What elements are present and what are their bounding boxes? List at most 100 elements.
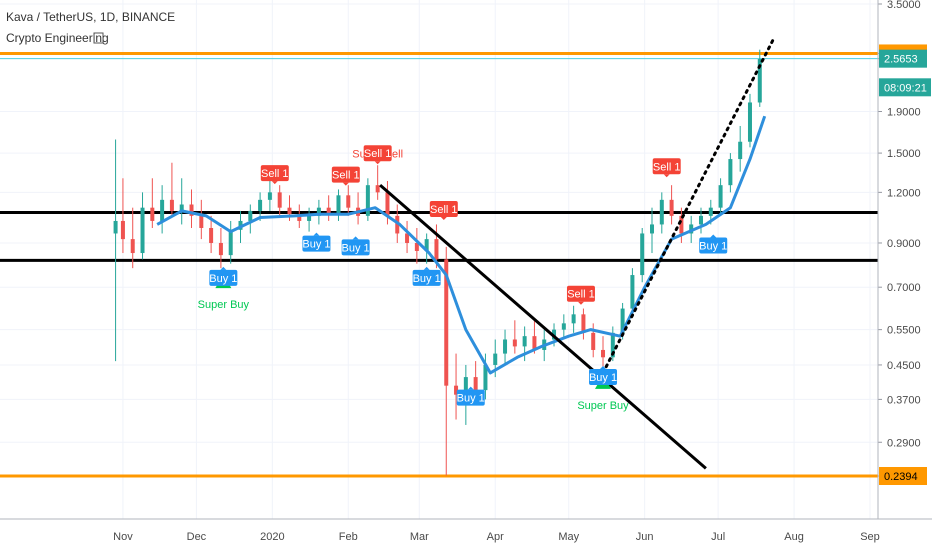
settings-icon[interactable] (93, 32, 104, 44)
sell-signal-box (260, 165, 289, 182)
sell-signal-label: Sell 1 (567, 289, 595, 301)
candle-body (405, 233, 410, 243)
candle-body (522, 336, 527, 347)
candle-body (297, 214, 302, 221)
sell-signal-box (566, 285, 595, 302)
trendline[interactable] (379, 184, 707, 470)
y-tick-label: 1.5000 (887, 148, 921, 160)
buy-signal-label: Buy 1 (589, 372, 617, 384)
signal-pointer (467, 386, 474, 390)
candle-body (140, 207, 145, 254)
x-tick-label: May (558, 531, 579, 543)
candle-body (434, 239, 439, 260)
candle-body (493, 353, 498, 365)
sell-signal-label: Sell 1 (261, 168, 289, 180)
candles (113, 49, 762, 476)
candle-body (130, 239, 135, 254)
buy-signal-box (589, 368, 618, 385)
candle-body (738, 141, 743, 160)
last-price-badge (879, 49, 927, 68)
x-tick-label: Dec (187, 531, 207, 543)
signal-pointer (577, 301, 584, 305)
candle-body (669, 199, 674, 216)
candle-body (307, 215, 312, 221)
candle-body (424, 239, 429, 251)
x-tick-label: Sep (860, 531, 880, 543)
candle-body (503, 339, 508, 354)
x-tick-label: Feb (339, 531, 358, 543)
candle-body (113, 220, 118, 234)
signal-pointer (342, 182, 349, 186)
candle-body (189, 204, 194, 216)
buy-signal-box (456, 389, 485, 406)
candle-body (747, 102, 752, 142)
sell-signal-label: Sell 1 (653, 161, 681, 173)
candle-body (483, 364, 488, 391)
buy-signal-label: Buy 1 (413, 273, 441, 285)
x-tick-label: Jul (711, 531, 725, 543)
super-buy-label: Super Buy (577, 400, 629, 412)
candle-body (258, 199, 263, 211)
buy-signal-label: Buy 1 (302, 239, 330, 251)
price-badge-text: 0.2394 (884, 471, 918, 483)
signal-pointer (220, 266, 227, 270)
chart-title: Kava / TetherUS, 1D, BINANCE (6, 10, 175, 24)
candle-body (650, 224, 655, 234)
candle-body (179, 204, 184, 211)
candle-body (444, 259, 449, 386)
signal-pointer (313, 232, 320, 236)
candle-body (414, 242, 419, 251)
x-tick-label: Mar (410, 531, 429, 543)
dotted-trendline[interactable] (601, 35, 776, 375)
y-tick-label: 0.2900 (887, 437, 921, 449)
candle-body (463, 377, 468, 395)
signal-pointer (710, 234, 717, 238)
signal-pointer (271, 181, 278, 185)
sell-signal-box (331, 166, 360, 183)
candle-body (532, 336, 537, 350)
candle-body (326, 207, 331, 215)
candle-body (375, 185, 380, 193)
candle-body (728, 159, 733, 186)
signal-pointer (663, 174, 670, 178)
candle-body (209, 227, 214, 243)
candle-body (561, 323, 566, 330)
signal-pointer (440, 216, 447, 220)
signal-pointer (374, 161, 381, 165)
y-tick-label: 0.7000 (887, 282, 921, 294)
indicator-name[interactable]: Crypto Engineering (6, 31, 109, 45)
countdown-text: 08:09:21 (884, 82, 927, 94)
y-tick-label: 0.9000 (887, 238, 921, 250)
candle-body (316, 207, 321, 216)
x-tick-label: Nov (113, 531, 133, 543)
y-tick-label: 0.5500 (887, 325, 921, 337)
buy-signal-label: Buy 1 (342, 242, 370, 254)
y-tick-label: 3.5000 (887, 0, 921, 11)
candle-body (689, 224, 694, 234)
chart-header: Kava / TetherUS, 1D, BINANCE Crypto Engi… (6, 10, 175, 45)
buy-signal-box (209, 269, 238, 286)
candle-body (640, 233, 645, 276)
candle-body (150, 207, 155, 221)
x-tick-label: Aug (784, 531, 804, 543)
candle-body (199, 215, 204, 228)
candle-body (698, 215, 703, 225)
countdown-badge (879, 78, 931, 97)
candle-body (708, 207, 713, 216)
candle-body (267, 192, 272, 200)
candle-body (120, 220, 125, 240)
candle-body (581, 314, 586, 333)
x-tick-label: 2020 (260, 531, 284, 543)
candle-body (454, 385, 459, 395)
candle-body (287, 207, 292, 215)
candle-body (512, 339, 517, 347)
sell-signal-label: Sell 1 (364, 148, 392, 160)
candle-body (620, 308, 625, 333)
price-badge-text: 2.5653 (884, 54, 918, 66)
y-tick-label: 0.3700 (887, 394, 921, 406)
candle-body (659, 199, 664, 225)
trendlines[interactable] (379, 35, 776, 470)
